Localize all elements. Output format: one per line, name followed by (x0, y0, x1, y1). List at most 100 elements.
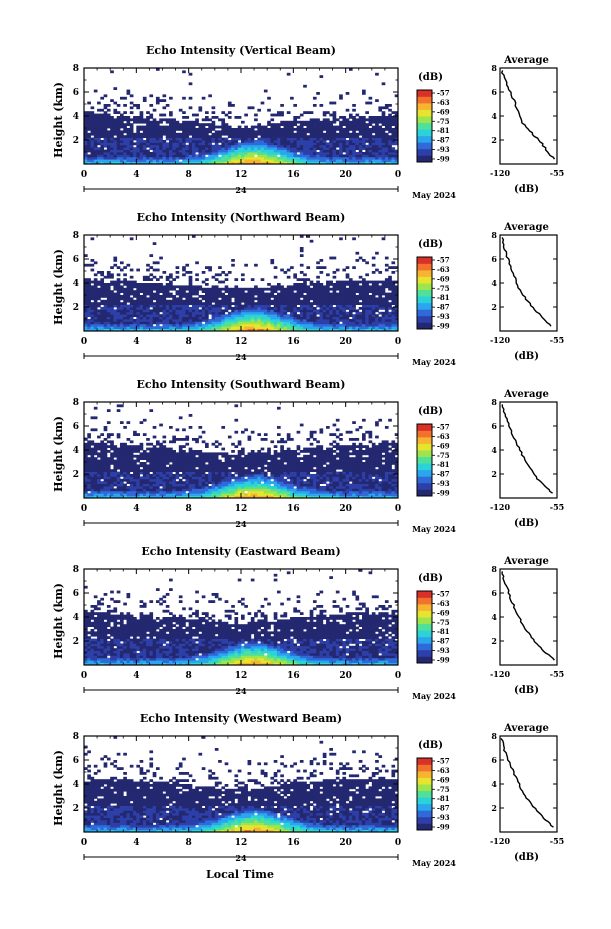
heatmap-cell (211, 120, 216, 124)
heatmap-cell (280, 319, 284, 322)
heatmap-cell (90, 161, 95, 165)
heatmap-cell (388, 142, 392, 146)
heatmap-cell (155, 261, 160, 265)
heatmap-cell (129, 314, 134, 317)
heatmap-cell (169, 96, 173, 100)
heatmap-cell (172, 321, 176, 325)
heatmap-cell (119, 314, 124, 317)
heatmap-cell (198, 302, 203, 305)
heatmap-cell (103, 120, 108, 124)
heatmap-cell (133, 311, 137, 315)
heatmap-cell (84, 132, 88, 136)
heatmap-cell (188, 161, 193, 165)
heatmap-cell (87, 132, 91, 136)
heatmap-cell (303, 304, 307, 308)
heatmap-cell (381, 154, 386, 158)
heatmap-cell (201, 130, 206, 134)
heatmap-cell (286, 326, 291, 329)
heatmap-cell (358, 326, 363, 329)
heatmap-cell (286, 285, 291, 289)
heatmap-cell (84, 123, 88, 126)
heatmap-cell (329, 152, 333, 155)
heatmap-cell (371, 290, 376, 293)
heatmap-cell (100, 457, 105, 460)
heatmap-cell (123, 154, 127, 158)
heatmap-cell (152, 457, 157, 460)
heatmap-cell (211, 311, 216, 315)
heatmap-cell (375, 316, 379, 320)
heatmap-cell (296, 297, 301, 301)
heatmap-cell (211, 140, 216, 143)
heatmap-cell (290, 319, 294, 322)
heatmap-cell (368, 159, 373, 162)
heatmap-cell (221, 271, 226, 274)
heatmap-cell (352, 292, 356, 296)
heatmap-cell (178, 321, 183, 325)
average-y-tick-label: 2 (491, 302, 497, 312)
heatmap-cell (208, 459, 212, 463)
heatmap-cell (221, 123, 226, 126)
heatmap-cell (378, 292, 383, 296)
heatmap-cell (103, 135, 108, 138)
heatmap-cell (142, 132, 147, 136)
heatmap-cell (126, 445, 131, 448)
heatmap-cell (316, 326, 320, 329)
heatmap-cell (322, 161, 327, 165)
heatmap-cell (198, 152, 203, 155)
heatmap-cell (93, 486, 98, 489)
heatmap-cell (93, 285, 98, 289)
heatmap-cell (106, 421, 111, 424)
heatmap-cell (286, 135, 291, 138)
heatmap-cell (110, 478, 114, 482)
heatmap-cell (84, 486, 88, 489)
heatmap-cell (296, 137, 301, 141)
heatmap-cell (175, 457, 180, 460)
heatmap-cell (195, 469, 199, 472)
heatmap-cell (303, 297, 307, 301)
heatmap-cell (119, 120, 124, 124)
heatmap-cell (188, 464, 193, 468)
heatmap-cell (162, 319, 167, 322)
heatmap-cell (352, 135, 356, 138)
heatmap-cell (381, 304, 386, 308)
heatmap-cell (348, 125, 353, 129)
heatmap-cell (241, 299, 245, 303)
heatmap-cell (208, 137, 212, 141)
heatmap-cell (191, 309, 196, 313)
heatmap-cell (352, 104, 356, 107)
heatmap-cell (362, 135, 366, 138)
heatmap-cell (394, 328, 399, 332)
heatmap-cell (280, 152, 284, 155)
heatmap-cell (110, 120, 114, 124)
heatmap-cell (172, 299, 176, 303)
heatmap-cell (267, 152, 271, 155)
heatmap-cell (322, 142, 327, 146)
heatmap-cell (201, 309, 206, 313)
heatmap-cell (227, 316, 232, 320)
heatmap-cell (267, 311, 271, 315)
heatmap-cell (322, 295, 327, 298)
heatmap-cell (129, 159, 134, 162)
heatmap-cell (113, 304, 118, 308)
heatmap-cell (152, 447, 157, 451)
heatmap-cell (322, 140, 327, 143)
heatmap-cell (162, 132, 167, 136)
heatmap-cell (175, 149, 180, 153)
heatmap-cell (371, 287, 376, 291)
heatmap-cell (355, 328, 360, 332)
heatmap-cell (231, 295, 235, 298)
heatmap-cell (299, 292, 304, 296)
heatmap-cell (133, 104, 137, 107)
heatmap-cell (208, 144, 212, 148)
heatmap-cell (182, 454, 186, 458)
heatmap-cell (316, 280, 320, 284)
heatmap-cell (244, 304, 248, 308)
heatmap-cell (90, 452, 95, 456)
heatmap-cell (384, 309, 389, 313)
heatmap-cell (139, 490, 144, 494)
heatmap-cell (129, 478, 134, 482)
heatmap-cell (384, 299, 389, 303)
heatmap-cell (129, 290, 134, 293)
heatmap-cell (191, 478, 196, 482)
heatmap-cell (280, 302, 284, 305)
